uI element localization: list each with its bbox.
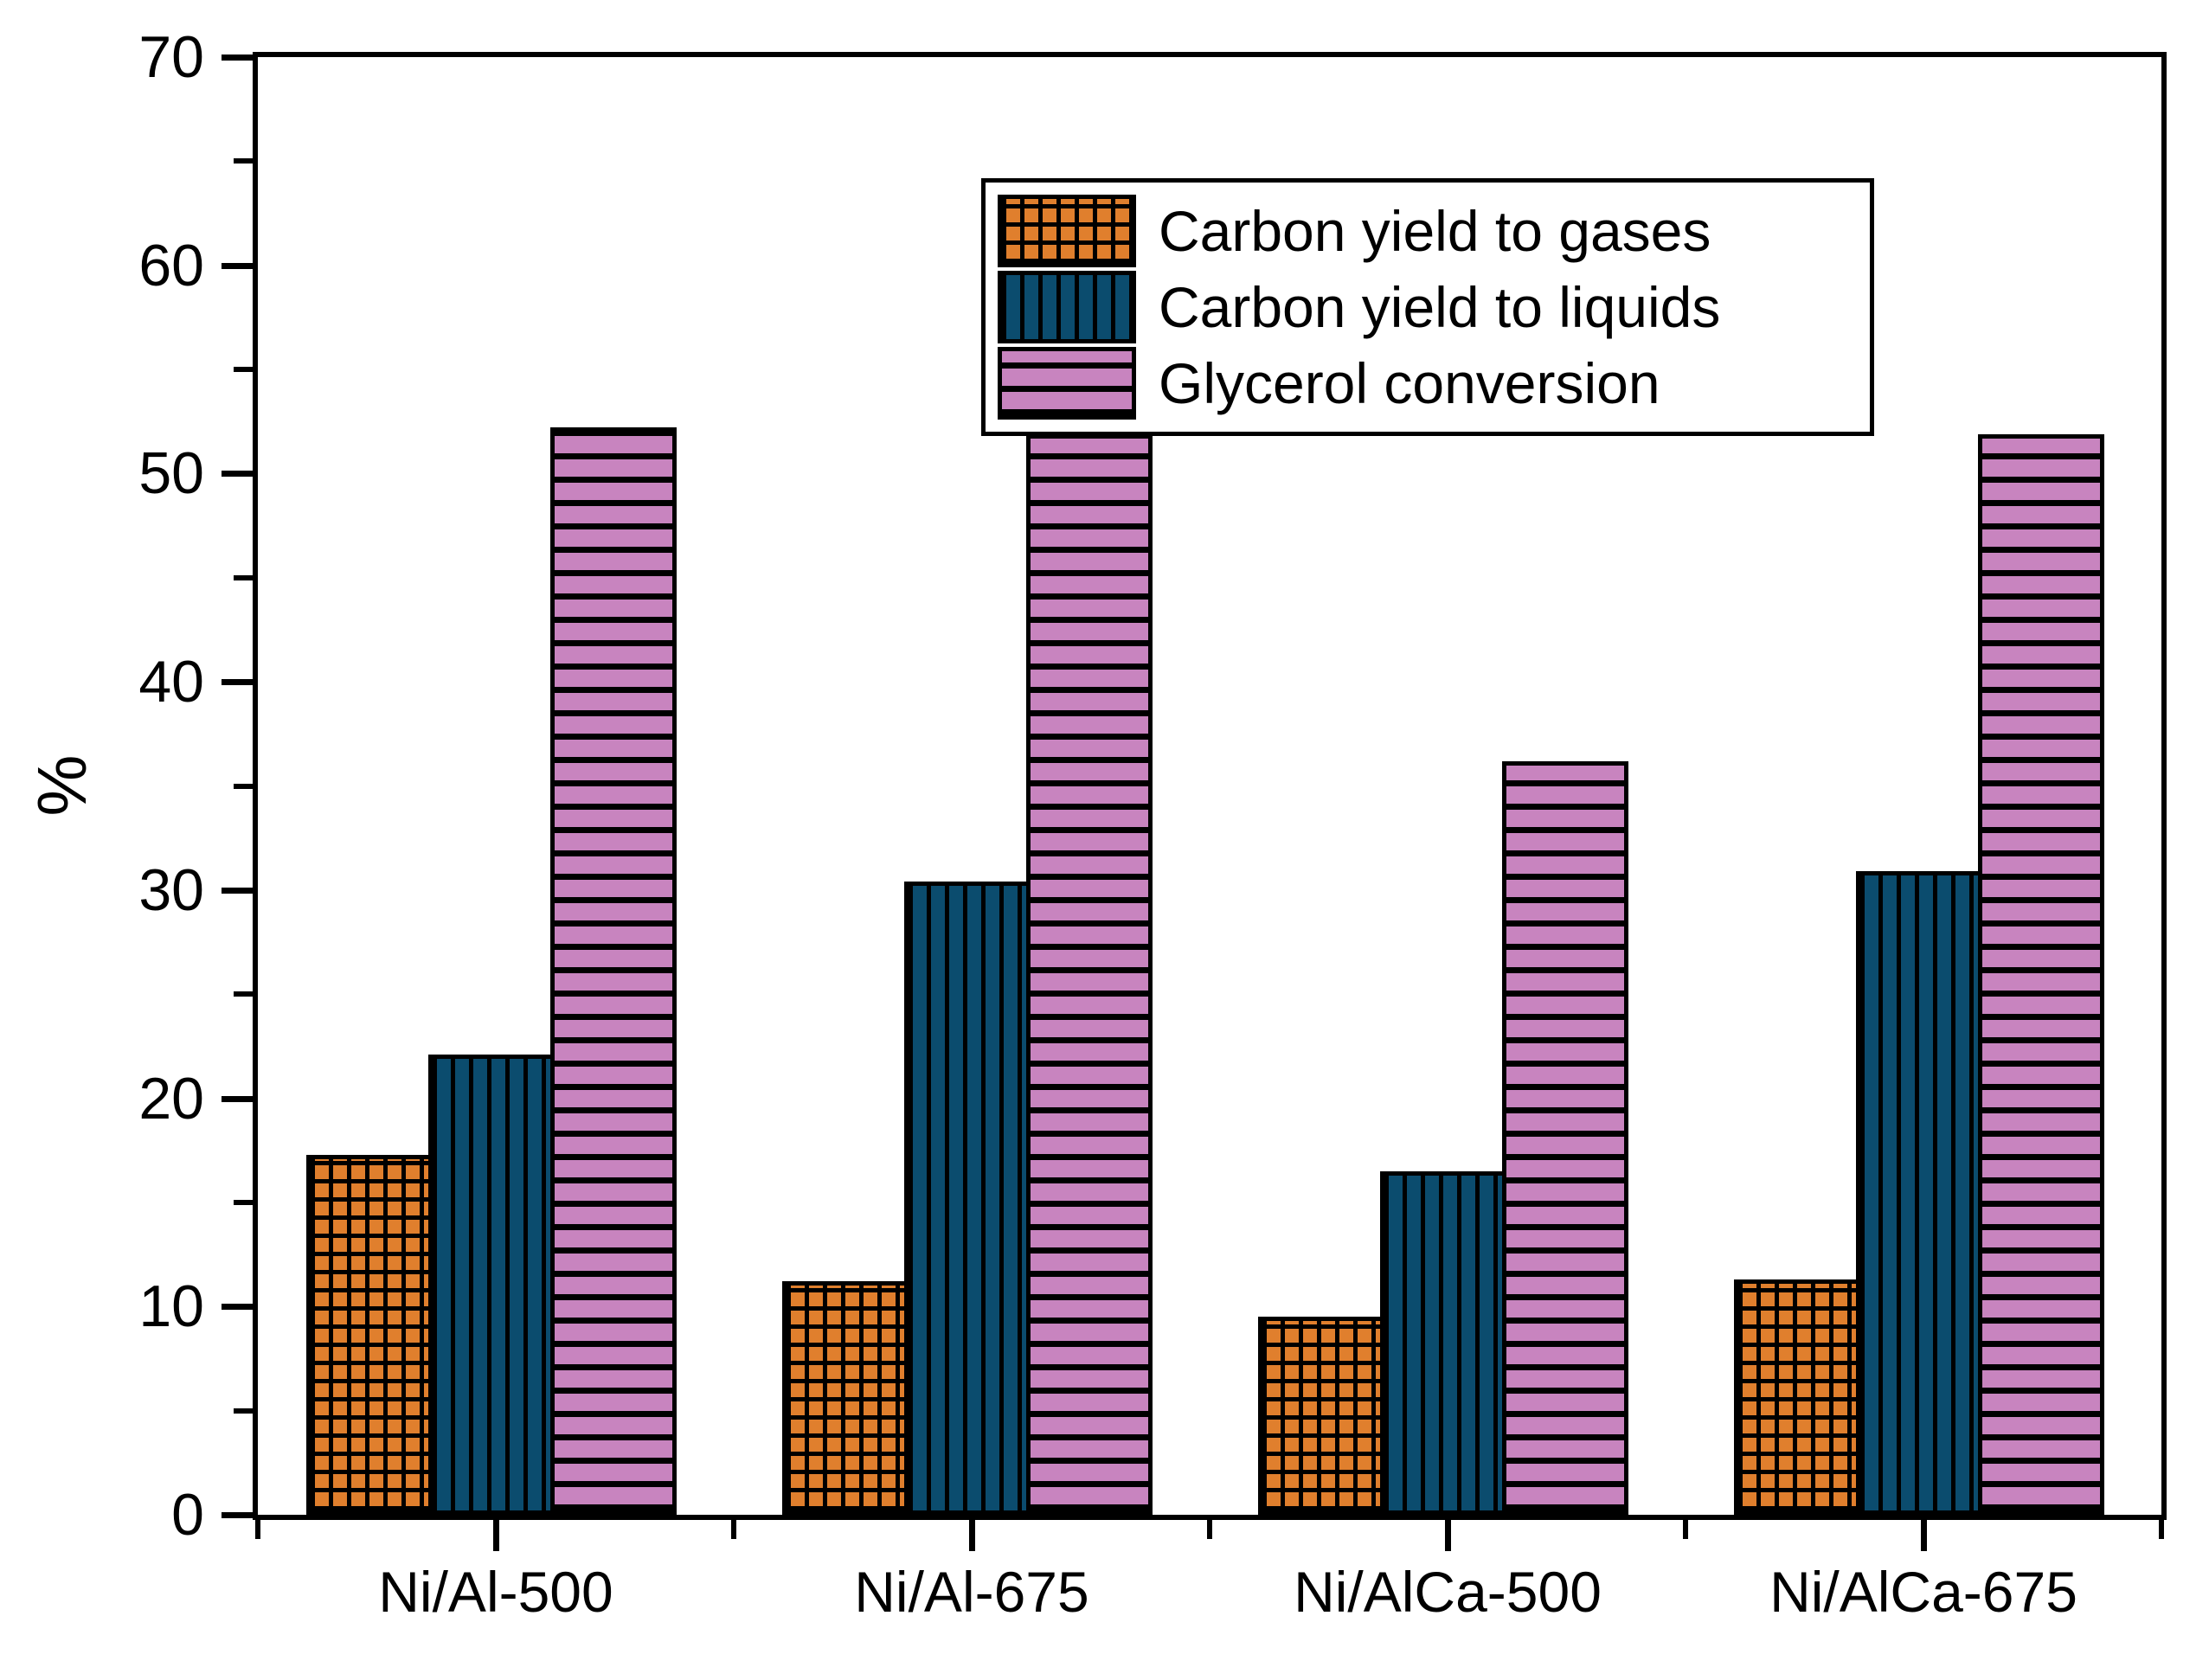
x-minor-tick [731, 1520, 736, 1539]
x-major-tick [1445, 1520, 1451, 1551]
legend-row: Carbon yield to gases [998, 193, 1858, 269]
bar-liquids-Ni/Al-500 [428, 1055, 555, 1515]
x-minor-tick [2159, 1520, 2164, 1539]
x-major-tick [1921, 1520, 1927, 1551]
y-tick-label: 0 [171, 1482, 204, 1548]
y-tick-label: 50 [138, 440, 204, 506]
x-minor-tick [1207, 1520, 1212, 1539]
y-tick-label: 40 [138, 649, 204, 715]
bar-gases-Ni/Al-675 [782, 1281, 909, 1515]
legend-swatch-conversion-icon [998, 347, 1136, 420]
y-axis-title: % [23, 754, 100, 817]
x-category-label: Ni/Al-500 [378, 1560, 613, 1624]
bar-gases-Ni/AlCa-675 [1734, 1279, 1860, 1515]
legend: Carbon yield to gases Carbon yield to li… [981, 178, 1874, 436]
y-major-tick [222, 55, 253, 61]
y-tick-label: 20 [138, 1066, 204, 1132]
x-minor-tick [1683, 1520, 1688, 1539]
y-major-tick [222, 1096, 253, 1102]
bar-gases-Ni/AlCa-500 [1258, 1317, 1384, 1515]
plot-area: Carbon yield to gases Carbon yield to li… [253, 52, 2167, 1520]
y-minor-tick [234, 1408, 253, 1414]
y-major-tick [222, 1512, 253, 1518]
y-minor-tick [234, 367, 253, 372]
y-minor-tick [234, 575, 253, 580]
legend-label-conversion: Glycerol conversion [1159, 351, 1660, 415]
x-major-tick [493, 1520, 499, 1551]
y-major-tick [222, 679, 253, 685]
bar-conversion-Ni/AlCa-500 [1502, 761, 1628, 1515]
legend-row: Carbon yield to liquids [998, 269, 1858, 345]
legend-label-liquids: Carbon yield to liquids [1159, 275, 1721, 339]
bar-liquids-Ni/Al-675 [904, 882, 1031, 1515]
y-major-tick [222, 263, 253, 269]
x-category-label: Ni/AlCa-675 [1769, 1560, 2077, 1624]
y-tick-label: 70 [138, 24, 204, 90]
y-minor-tick [234, 158, 253, 164]
bar-conversion-Ni/Al-500 [550, 427, 677, 1515]
y-minor-tick [234, 991, 253, 997]
x-major-tick [969, 1520, 975, 1551]
x-category-label: Ni/Al-675 [854, 1560, 1089, 1624]
y-major-tick [222, 471, 253, 477]
bar-conversion-Ni/AlCa-675 [1978, 434, 2104, 1515]
y-tick-label: 30 [138, 857, 204, 923]
bar-conversion-Ni/Al-675 [1026, 434, 1153, 1515]
bar-liquids-Ni/AlCa-675 [1856, 871, 1982, 1515]
x-category-label: Ni/AlCa-500 [1294, 1560, 1602, 1624]
legend-swatch-gases-icon [998, 195, 1136, 267]
y-major-tick [222, 888, 253, 894]
y-minor-tick [234, 784, 253, 789]
bar-gases-Ni/Al-500 [306, 1155, 433, 1515]
x-minor-tick [255, 1520, 260, 1539]
y-tick-label: 60 [138, 233, 204, 298]
bar-liquids-Ni/AlCa-500 [1380, 1171, 1506, 1515]
y-major-tick [222, 1304, 253, 1310]
y-minor-tick [234, 1200, 253, 1205]
legend-row: Glycerol conversion [998, 345, 1858, 421]
legend-label-gases: Carbon yield to gases [1159, 199, 1711, 263]
y-tick-label: 10 [138, 1273, 204, 1339]
legend-swatch-liquids-icon [998, 271, 1136, 343]
